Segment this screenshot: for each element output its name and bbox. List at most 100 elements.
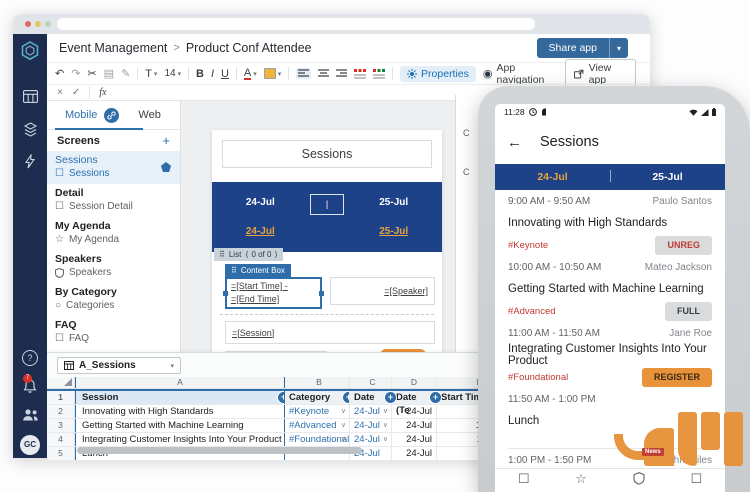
align-left-button[interactable] xyxy=(296,68,312,79)
back-arrow-icon[interactable]: ← xyxy=(507,133,522,151)
help-icon[interactable]: ? xyxy=(13,350,47,366)
full-button[interactable]: FULL xyxy=(665,301,712,321)
session-row[interactable]: 11:00 AM - 11:50 AM Jane Roe Integrating… xyxy=(508,322,712,388)
canvas-divider-box[interactable]: | xyxy=(310,194,344,215)
session-row[interactable]: 10:00 AM - 10:50 AM Mateo Jackson Gettin… xyxy=(508,256,712,322)
cell-category[interactable]: #Foundational ∨ xyxy=(285,433,350,446)
add-column-button[interactable]: + xyxy=(429,391,442,404)
tab-mobile[interactable]: Mobile xyxy=(65,109,98,121)
canvas-date-header-block[interactable]: 24-Jul | 25-Jul 24-Jul 25-Jul xyxy=(212,182,442,252)
screen-item-my-agenda[interactable]: My Agenda ☆ My Agenda xyxy=(55,220,120,245)
cell-date[interactable]: 24-Jul xyxy=(350,447,392,460)
canvas-screen-title[interactable]: Sessions xyxy=(222,140,432,168)
link-icon[interactable] xyxy=(104,107,120,123)
session-row[interactable]: 9:00 AM - 9:50 AM Paulo Santos Innovatin… xyxy=(508,190,712,256)
align-right-button[interactable] xyxy=(336,69,348,78)
cell-session[interactable]: Integrating Customer Insights Into Your … xyxy=(75,433,285,446)
resize-handle-left[interactable] xyxy=(223,290,228,296)
chevron-down-icon[interactable]: ∨ xyxy=(382,422,388,429)
format-painter-button[interactable]: ✎ xyxy=(121,68,131,80)
underline-button[interactable]: U xyxy=(221,67,229,80)
view-app-button[interactable]: View app xyxy=(564,58,637,89)
properties-button[interactable]: Properties xyxy=(400,65,476,82)
tab-web[interactable]: Web xyxy=(138,109,161,121)
cell-category[interactable]: #Advanced ∨ xyxy=(285,419,350,432)
chevron-down-icon[interactable]: ∨ xyxy=(382,408,388,415)
share-app-button[interactable]: Share app xyxy=(536,38,609,58)
add-column-button[interactable]: + xyxy=(342,391,349,404)
canvas-date-link-left[interactable]: 24-Jul xyxy=(245,226,275,237)
paste-button[interactable]: ▤ xyxy=(103,68,115,80)
minimize-window-button[interactable] xyxy=(35,21,41,27)
formula-accept-button[interactable]: ✓ xyxy=(71,87,81,98)
session-field[interactable]: =[Session] xyxy=(225,321,435,344)
text-style-dropdown[interactable]: T ▾ xyxy=(145,67,158,80)
column-letter[interactable]: B xyxy=(285,377,350,388)
add-screen-button[interactable]: + xyxy=(162,133,170,148)
data-format-button-2[interactable] xyxy=(373,68,386,79)
bold-button[interactable]: B xyxy=(195,67,204,80)
redo-button[interactable]: ↷ xyxy=(71,68,81,80)
cell-date[interactable]: 24-Jul ∨ xyxy=(350,433,392,446)
content-box-chip[interactable]: ⠿ Content Box xyxy=(225,264,291,277)
date-tab-selected[interactable]: 24-Jul xyxy=(537,171,568,183)
cell-session[interactable]: Innovating with High Standards xyxy=(75,405,285,418)
screen-item-sessions[interactable]: Sessions ☐ Sessions xyxy=(47,151,180,184)
header-cell-date-text[interactable]: Date (Te + xyxy=(392,391,442,416)
header-cell-category[interactable]: Category + xyxy=(285,391,350,404)
nav-faq-icon[interactable]: ☐ xyxy=(690,471,703,486)
close-window-button[interactable] xyxy=(25,21,31,27)
screen-item-detail[interactable]: Detail ☐ Session Detail xyxy=(55,187,133,212)
data-format-button-1[interactable] xyxy=(354,68,367,79)
header-cell-start-time[interactable]: Start Time xyxy=(441,392,488,403)
maximize-window-button[interactable] xyxy=(45,21,51,27)
notifications-bell-icon[interactable]: 7 xyxy=(13,374,47,394)
header-cell-session[interactable]: Session + xyxy=(75,391,285,404)
start-end-time-field[interactable]: =[Start Time] - =[End Time] xyxy=(223,277,324,309)
chevron-down-icon[interactable]: ∨ xyxy=(340,408,346,415)
highlight-color-dropdown[interactable]: ▾ xyxy=(263,68,281,79)
user-avatar[interactable]: GC xyxy=(13,435,47,455)
cell-date[interactable]: 24-Jul ∨ xyxy=(350,405,392,418)
header-cell-date[interactable]: Date + xyxy=(350,391,397,404)
chevron-down-icon[interactable]: ∨ xyxy=(340,436,346,443)
canvas-date-left[interactable]: 24-Jul xyxy=(245,197,275,208)
row-number[interactable]: 5 xyxy=(47,447,75,460)
cell-date-text[interactable]: 24-Jul xyxy=(392,405,437,418)
nav-agenda-star-icon[interactable]: ☆ xyxy=(575,471,587,486)
nav-speakers-shield-icon[interactable] xyxy=(633,472,645,485)
column-letter[interactable]: A xyxy=(75,377,285,388)
register-button[interactable]: REGISTER xyxy=(641,367,712,387)
row-number[interactable]: 2 xyxy=(47,405,75,418)
cell-date-text[interactable]: 24-Jul xyxy=(392,419,437,432)
chevron-down-icon[interactable]: ∨ xyxy=(382,436,388,443)
automations-bolt-icon[interactable] xyxy=(13,154,47,169)
nav-sessions-icon[interactable]: ☐ xyxy=(517,471,530,486)
column-letter[interactable]: C xyxy=(350,377,392,388)
canvas-date-link-right[interactable]: 25-Jul xyxy=(379,226,409,237)
undo-button[interactable]: ↶ xyxy=(55,68,65,80)
break-row[interactable]: 11:50 AM - 1:00 PM Lunch xyxy=(508,388,712,432)
chevron-left-icon[interactable]: ⟨ xyxy=(245,250,249,259)
chevron-right-icon[interactable]: ⟩ xyxy=(274,250,278,259)
align-center-button[interactable] xyxy=(318,69,330,78)
cell-date[interactable]: 24-Jul ∨ xyxy=(350,419,392,432)
unregister-button[interactable]: UNREG xyxy=(655,235,712,255)
sheet-selector-dropdown[interactable]: A_Sessions ▾ xyxy=(57,357,181,374)
chevron-down-icon[interactable]: ∨ xyxy=(340,422,346,429)
font-color-dropdown[interactable]: A ▾ xyxy=(243,66,257,80)
screen-item-faq[interactable]: FAQ ☐ FAQ xyxy=(55,319,89,344)
cell-date-text[interactable]: 24-Jul xyxy=(392,447,437,460)
cell-category[interactable]: #Keynote ∨ xyxy=(285,405,350,418)
select-all-corner[interactable] xyxy=(47,377,75,388)
italic-button[interactable]: I xyxy=(210,67,214,80)
resize-handle-right[interactable] xyxy=(319,290,324,296)
row-number[interactable]: 4 xyxy=(47,433,75,446)
column-letter[interactable]: D xyxy=(392,377,437,388)
tables-icon[interactable] xyxy=(13,90,47,103)
url-bar[interactable] xyxy=(57,18,535,30)
formula-cancel-button[interactable]: × xyxy=(57,87,63,98)
row-number[interactable]: 1 xyxy=(47,391,75,404)
font-size-dropdown[interactable]: 14 ▾ xyxy=(164,68,182,79)
cell-date-text[interactable]: 24-Jul xyxy=(392,433,437,446)
